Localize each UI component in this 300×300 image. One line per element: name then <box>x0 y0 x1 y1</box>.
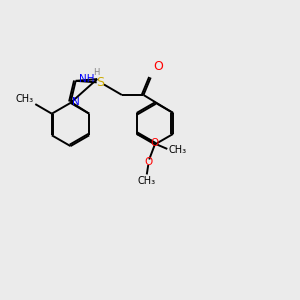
Text: O: O <box>153 60 163 73</box>
Text: H: H <box>93 68 100 77</box>
Text: S: S <box>96 76 104 89</box>
Text: CH₃: CH₃ <box>138 176 156 186</box>
Text: N: N <box>72 98 80 107</box>
Text: O: O <box>144 157 152 167</box>
Text: O: O <box>150 138 158 148</box>
Text: CH₃: CH₃ <box>169 145 187 155</box>
Text: NH: NH <box>79 74 95 84</box>
Text: CH₃: CH₃ <box>16 94 34 103</box>
